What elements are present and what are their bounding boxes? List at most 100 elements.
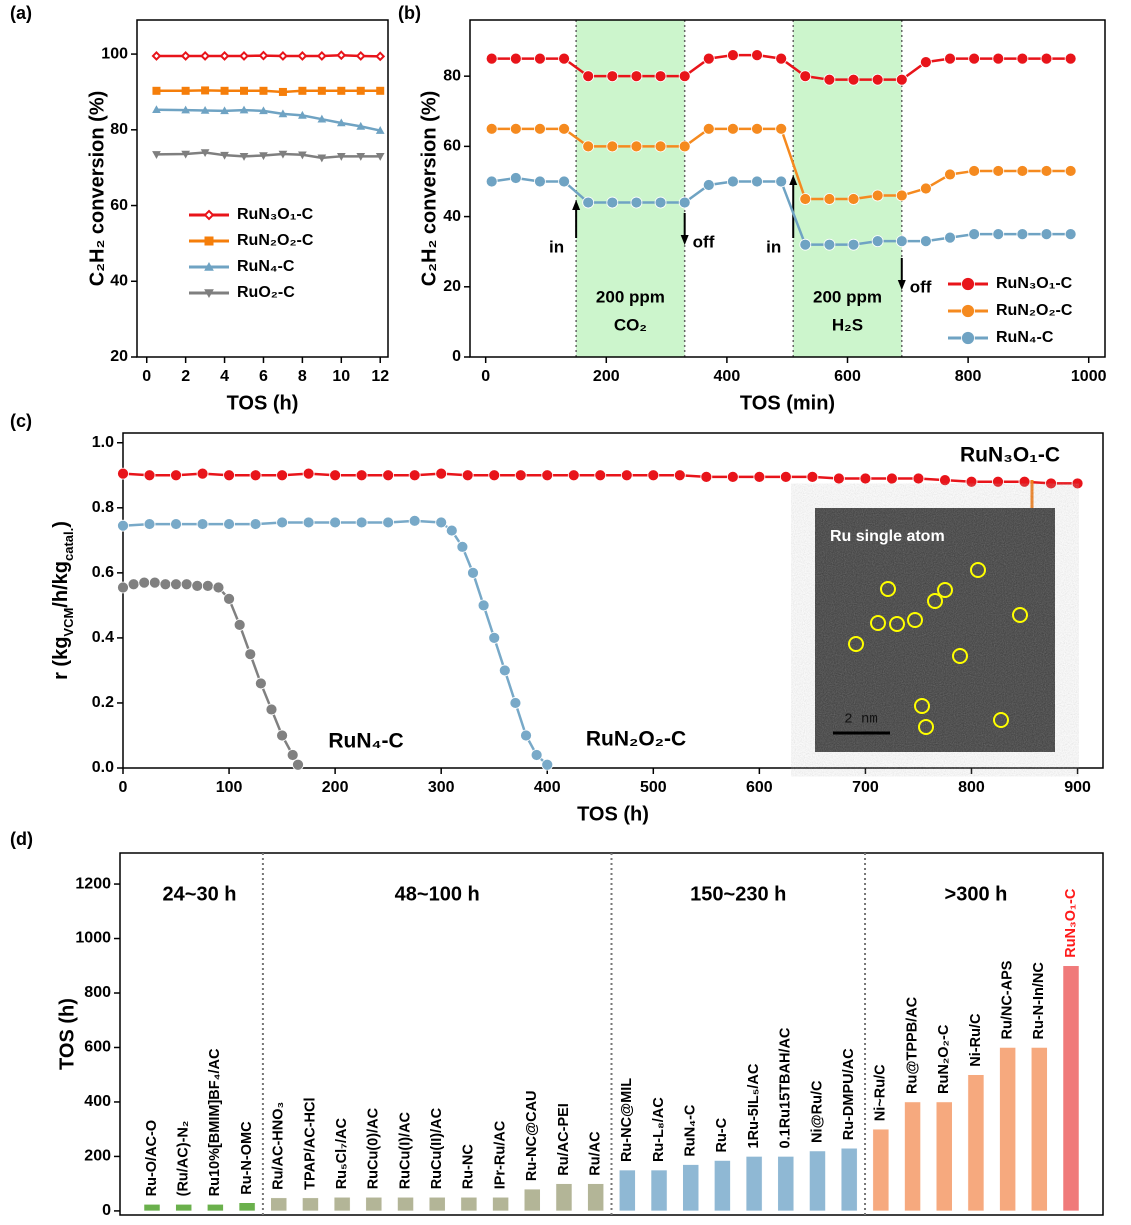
marker <box>152 151 161 159</box>
marker <box>1064 228 1077 241</box>
y-tick-label: 0.4 <box>92 629 114 646</box>
bar <box>777 1156 795 1212</box>
marker <box>965 475 978 488</box>
marker <box>259 106 268 115</box>
marker <box>992 52 1005 65</box>
marker <box>673 469 686 482</box>
bar <box>207 1204 224 1212</box>
marker <box>356 86 365 95</box>
marker <box>1016 228 1029 241</box>
marker <box>961 331 975 345</box>
annotation: in <box>766 237 781 256</box>
bar <box>967 1074 985 1212</box>
marker <box>919 182 932 195</box>
y-tick-label: 20 <box>110 348 128 365</box>
x-tick-label: 200 <box>322 779 349 796</box>
marker <box>180 578 193 591</box>
marker <box>558 52 570 65</box>
annotation: off <box>693 232 715 251</box>
marker <box>799 70 812 83</box>
marker <box>204 261 214 271</box>
marker <box>220 151 229 160</box>
y-tick-label: 40 <box>443 208 461 225</box>
marker <box>117 519 129 532</box>
marker <box>276 729 288 742</box>
marker <box>509 172 522 184</box>
bar-label: Ni-Ru/C <box>968 1013 984 1067</box>
marker <box>823 238 836 251</box>
marker <box>700 471 713 483</box>
legend-label: RuN₄-C <box>237 258 295 275</box>
y-axis-label: C₂H₂ conversion (%) <box>418 91 440 287</box>
marker <box>298 86 307 95</box>
series-line <box>156 108 381 132</box>
marker <box>200 149 210 158</box>
marker <box>558 175 570 188</box>
y-tick-label: 80 <box>443 67 461 84</box>
marker <box>702 179 715 191</box>
marker <box>753 471 766 483</box>
marker <box>170 469 182 482</box>
bar-label: (Ru/AC)-N₂ <box>176 1121 192 1197</box>
bar <box>587 1183 604 1212</box>
marker <box>356 153 366 161</box>
y-tick-label: 0.8 <box>92 499 114 516</box>
bar <box>492 1197 509 1212</box>
marker <box>292 758 304 771</box>
marker <box>702 52 715 65</box>
series-label: RuN₂O₂-C <box>586 728 686 751</box>
marker <box>806 471 819 483</box>
group-label: 48~100 h <box>395 883 480 905</box>
y-tick-label: 60 <box>443 138 461 155</box>
y-axis-label-part: VCM <box>61 608 76 637</box>
marker <box>148 576 161 589</box>
y-tick-label: 0.6 <box>92 564 114 581</box>
bar-label: 1Ru-5IL₅/AC <box>746 1063 762 1148</box>
arrow-head <box>572 200 581 210</box>
marker <box>201 579 214 592</box>
x-tick-label: 700 <box>852 779 879 796</box>
marker <box>823 73 836 86</box>
x-tick-label: 0 <box>481 368 490 385</box>
inset-image: Ru single atom 2 nm <box>815 480 1055 752</box>
marker <box>181 105 190 114</box>
marker <box>233 618 246 631</box>
series-label: RuN₄-C <box>328 730 403 753</box>
bar-label: TPAP/AC-HCl <box>302 1097 318 1189</box>
region-label: CO₂ <box>614 315 647 334</box>
marker <box>196 467 209 480</box>
x-tick-label: 8 <box>298 368 307 385</box>
marker <box>859 472 872 485</box>
marker <box>779 471 792 483</box>
marker <box>276 516 288 529</box>
marker <box>278 87 287 96</box>
bar-label: Ru/AC-PEI <box>556 1103 572 1176</box>
x-tick-label: 500 <box>640 779 667 796</box>
marker <box>992 228 1005 241</box>
marker <box>143 518 156 530</box>
marker <box>582 196 595 209</box>
marker <box>254 677 267 690</box>
bar <box>238 1202 256 1212</box>
marker <box>408 469 421 482</box>
y-axis-label-part: r (kg <box>50 637 72 680</box>
marker <box>302 467 315 480</box>
marker <box>488 469 501 482</box>
x-tick-label: 0 <box>142 368 151 385</box>
marker <box>961 304 975 318</box>
marker <box>847 238 860 251</box>
y-tick-label: 600 <box>84 1039 111 1056</box>
marker <box>259 152 268 161</box>
marker <box>530 749 543 761</box>
marker <box>567 469 580 482</box>
marker <box>239 153 249 161</box>
marker <box>298 110 307 119</box>
x-tick-label: 100 <box>216 779 243 796</box>
bar <box>428 1197 446 1212</box>
x-tick-label: 600 <box>834 368 861 385</box>
bar-label: Ru-N-OMC <box>239 1121 255 1195</box>
marker <box>219 51 230 61</box>
marker <box>823 193 836 205</box>
marker <box>117 581 129 594</box>
x-tick-label: 200 <box>593 368 620 385</box>
